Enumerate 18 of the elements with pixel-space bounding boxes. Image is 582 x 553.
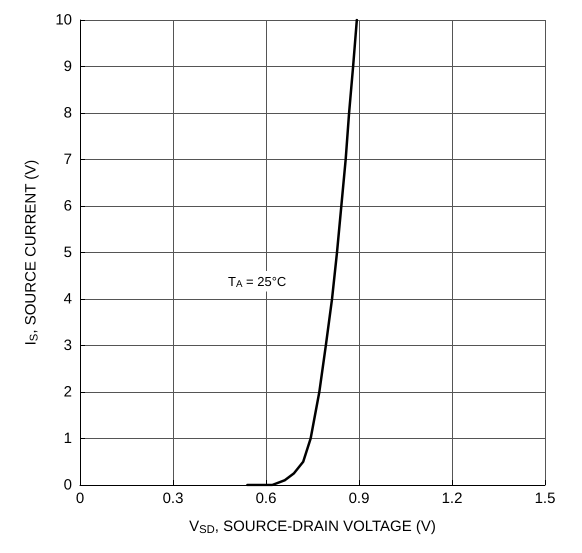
x-tick-label: 0.6 [256, 490, 276, 507]
x-tick-label: 1.2 [442, 490, 462, 507]
y-tick-label: 1 [64, 430, 72, 447]
y-tick-label: 0 [64, 476, 72, 494]
x-tick-label: 1.5 [534, 490, 556, 507]
y-tick-label: 9 [64, 58, 72, 75]
x-tick-label: 0.3 [162, 490, 184, 507]
x-tick-label: 0 [76, 490, 84, 507]
x-tick-label: 0.9 [348, 490, 370, 507]
y-tick-label: 10 [55, 12, 72, 28]
y-tick-label: 5 [64, 244, 72, 261]
y-tick-label: 6 [64, 198, 72, 214]
y-tick-label: 3 [64, 337, 72, 354]
y-axis-title: IS, SOURCE CURRENT (V) [22, 160, 40, 346]
y-tick-label: 2 [64, 384, 72, 400]
y-tick-label: 4 [64, 290, 72, 308]
y-tick-label: 8 [64, 104, 72, 122]
y-tick-label: 7 [64, 151, 72, 168]
